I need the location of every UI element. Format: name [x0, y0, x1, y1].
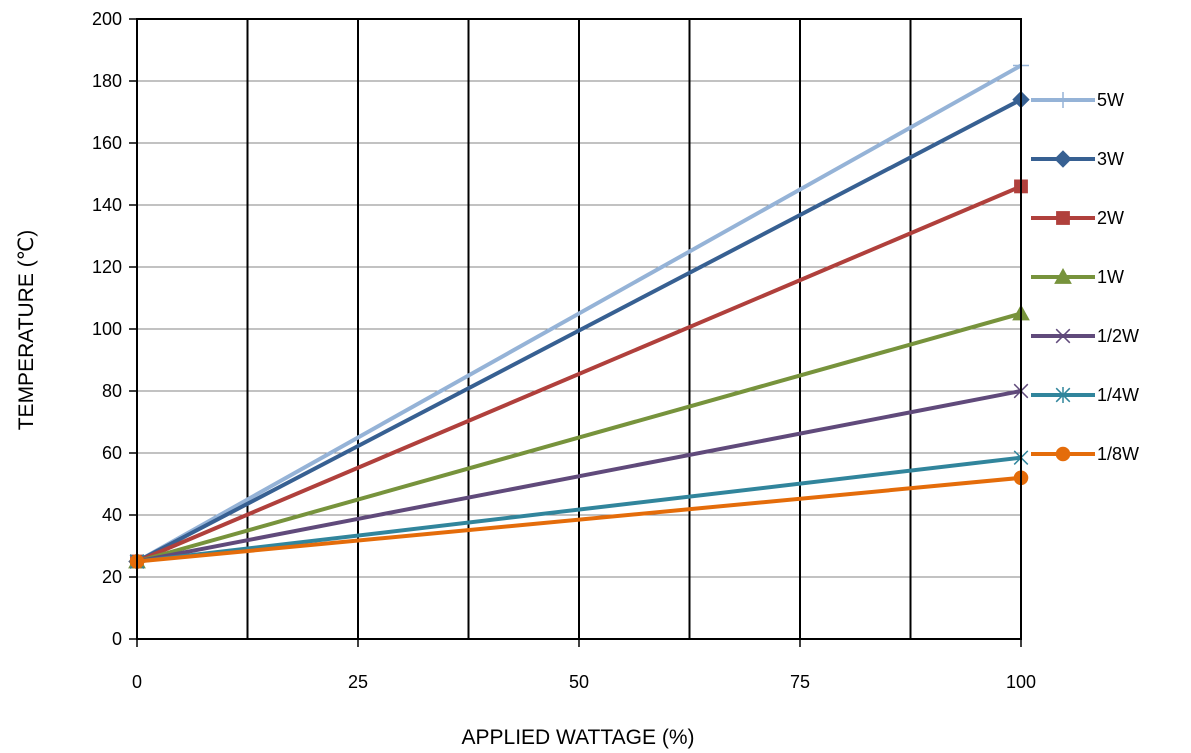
y-tick-label: 60: [102, 443, 122, 463]
legend-label-1w: 1W: [1097, 267, 1124, 287]
tick-labels: 0 20 40 60 80 100 120 140 160 180 200 0 25 50 75 100: [92, 9, 1036, 692]
series-line-5w: [136, 63, 1022, 564]
legend-label-1-4w: 1/4W: [1097, 385, 1139, 405]
legend-entry-1-2w: 1/2W: [1031, 326, 1139, 346]
legend-marker-3w: [1054, 150, 1072, 168]
legend-marker-5w: [1055, 92, 1071, 108]
x-tick-label: 50: [569, 672, 589, 692]
legend-entry-1-4w: 1/4W: [1031, 385, 1139, 405]
legend-label-1-2w: 1/2W: [1097, 326, 1139, 346]
series-layer: [128, 57, 1030, 571]
y-tick-label: 40: [102, 505, 122, 525]
y-tick-label: 20: [102, 567, 122, 587]
series-line-1-2w: [136, 389, 1022, 564]
y-tick-label: 100: [92, 319, 122, 339]
x-tick-label: 100: [1006, 672, 1036, 692]
x-axis-title: APPLIED WATTAGE (%): [462, 726, 695, 749]
y-tick-label: 200: [92, 9, 122, 29]
y-tick-label: 0: [112, 629, 122, 649]
legend-label-5w: 5W: [1097, 90, 1124, 110]
legend-label-3w: 3W: [1097, 149, 1124, 169]
legend-marker-2w: [1056, 211, 1070, 225]
legend-label-2w: 2W: [1097, 208, 1124, 228]
x-tick-label: 0: [132, 672, 142, 692]
legend-marker-1-4w: [1055, 387, 1071, 403]
legend-marker-1-8w: [1055, 446, 1071, 462]
legend-entry-1-8w: 1/8W: [1031, 444, 1139, 464]
y-tick-label: 140: [92, 195, 122, 215]
y-tick-label: 120: [92, 257, 122, 277]
legend-label-1-8w: 1/8W: [1097, 444, 1139, 464]
y-tick-label: 80: [102, 381, 122, 401]
legend-marker-1-2w: [1055, 328, 1071, 344]
legend-entry-3w: 3W: [1031, 149, 1124, 169]
legend-marker-1w: [1054, 267, 1072, 284]
series-line-1-4w: [136, 455, 1022, 564]
legend-entry-1w: 1W: [1031, 267, 1124, 287]
y-tick-label: 160: [92, 133, 122, 153]
x-tick-label: 75: [790, 672, 810, 692]
x-tick-label: 25: [348, 672, 368, 692]
series-line-3w: [136, 97, 1022, 564]
series-line-1w: [136, 311, 1022, 564]
y-axis-title: TEMPERATURE (℃): [15, 230, 38, 431]
legend-entry-2w: 2W: [1031, 208, 1124, 228]
y-tick-label: 180: [92, 71, 122, 91]
series-line-2w: [136, 184, 1022, 564]
series-line-1-8w: [136, 475, 1022, 564]
legend: 5W 3W 2W 1W 1/2W 1/4W 1/8W: [1031, 90, 1139, 464]
grid: [137, 19, 1021, 639]
legend-entry-5w: 5W: [1031, 90, 1124, 110]
axes: [129, 18, 1022, 647]
